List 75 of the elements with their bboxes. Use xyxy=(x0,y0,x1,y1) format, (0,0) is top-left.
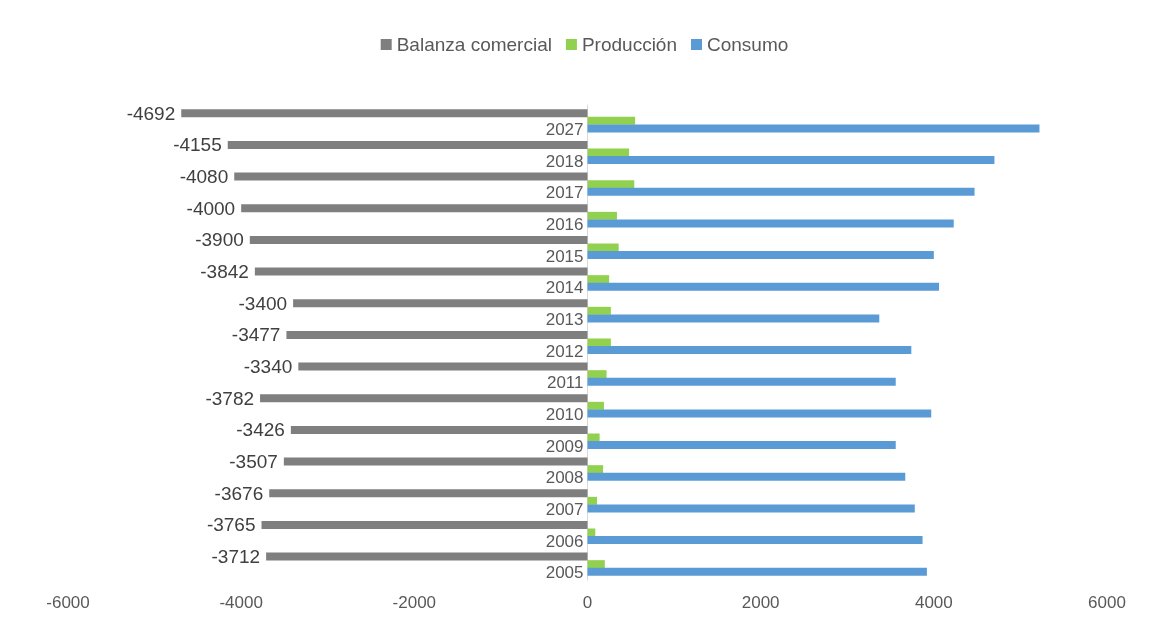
data-label: -4155 xyxy=(173,134,222,156)
bar xyxy=(266,552,588,561)
y-tick-label: 2027 xyxy=(545,119,584,139)
bar xyxy=(587,441,896,450)
bar xyxy=(587,251,934,260)
bar xyxy=(587,472,906,481)
bar xyxy=(254,267,588,276)
y-tick-label: 2010 xyxy=(545,404,584,424)
bar xyxy=(298,362,588,371)
data-label: -3900 xyxy=(195,229,244,251)
x-tick-label: 4000 xyxy=(914,593,953,612)
bar xyxy=(587,560,605,569)
bar xyxy=(293,299,588,308)
bar xyxy=(587,180,635,189)
data-label: -4000 xyxy=(186,197,236,219)
y-tick-label: 2006 xyxy=(545,531,584,551)
data-label: -3712 xyxy=(211,546,261,568)
x-tick-label: 6000 xyxy=(1088,593,1126,612)
bar xyxy=(181,109,588,118)
bar xyxy=(587,409,932,418)
bar xyxy=(587,465,604,474)
bar xyxy=(283,457,588,466)
bar xyxy=(249,235,588,244)
data-label: -3426 xyxy=(236,419,285,441)
bar xyxy=(587,377,896,386)
y-tick-label: 2015 xyxy=(545,246,584,266)
bar xyxy=(587,187,975,196)
y-tick-label: 2005 xyxy=(545,563,584,583)
data-label: -3782 xyxy=(205,387,255,409)
bar xyxy=(241,204,588,213)
bar xyxy=(587,219,954,228)
data-label: -3477 xyxy=(231,324,281,346)
bar xyxy=(260,394,588,403)
bar xyxy=(587,567,927,576)
legend-label: Consumo xyxy=(706,34,789,55)
bar xyxy=(587,275,610,284)
data-label: -3507 xyxy=(229,451,278,473)
bar xyxy=(261,520,588,529)
data-label: -3400 xyxy=(238,292,288,314)
x-tick-label: 2000 xyxy=(741,593,780,612)
bar xyxy=(587,504,915,513)
bar xyxy=(587,370,607,379)
y-tick-label: 2007 xyxy=(545,499,584,519)
bar xyxy=(587,124,1040,133)
bar xyxy=(286,330,588,339)
x-tick-label: 0 xyxy=(582,593,593,612)
y-tick-label: 2016 xyxy=(545,214,584,234)
bar xyxy=(587,282,940,291)
bar xyxy=(587,346,912,355)
x-tick-label: -2000 xyxy=(392,593,437,612)
data-label: -4692 xyxy=(126,102,176,124)
bar xyxy=(227,140,588,149)
y-tick-label: 2009 xyxy=(545,436,584,456)
bar xyxy=(587,156,995,165)
legend-label: Producción xyxy=(581,34,677,55)
bar xyxy=(587,536,923,545)
bar xyxy=(587,314,880,323)
y-tick-label: 2008 xyxy=(545,468,584,488)
y-tick-label: 2012 xyxy=(545,341,584,361)
y-tick-label: 2013 xyxy=(545,309,584,329)
data-label: -3842 xyxy=(200,261,249,283)
y-tick-label: 2014 xyxy=(545,278,584,298)
legend-label: Balanza comercial xyxy=(396,34,552,55)
y-tick-label: 2018 xyxy=(545,151,584,171)
data-label: -3340 xyxy=(243,356,293,378)
y-tick-label: 2011 xyxy=(546,373,584,393)
bar xyxy=(269,489,588,498)
y-tick-label: 2017 xyxy=(545,183,584,203)
data-label: -4080 xyxy=(179,166,229,188)
bar xyxy=(290,425,588,434)
x-tick-label: -6000 xyxy=(46,593,90,612)
data-label: -3676 xyxy=(214,482,264,504)
data-label: -3765 xyxy=(206,514,256,536)
bar xyxy=(234,172,588,181)
x-tick-label: -4000 xyxy=(219,593,263,612)
